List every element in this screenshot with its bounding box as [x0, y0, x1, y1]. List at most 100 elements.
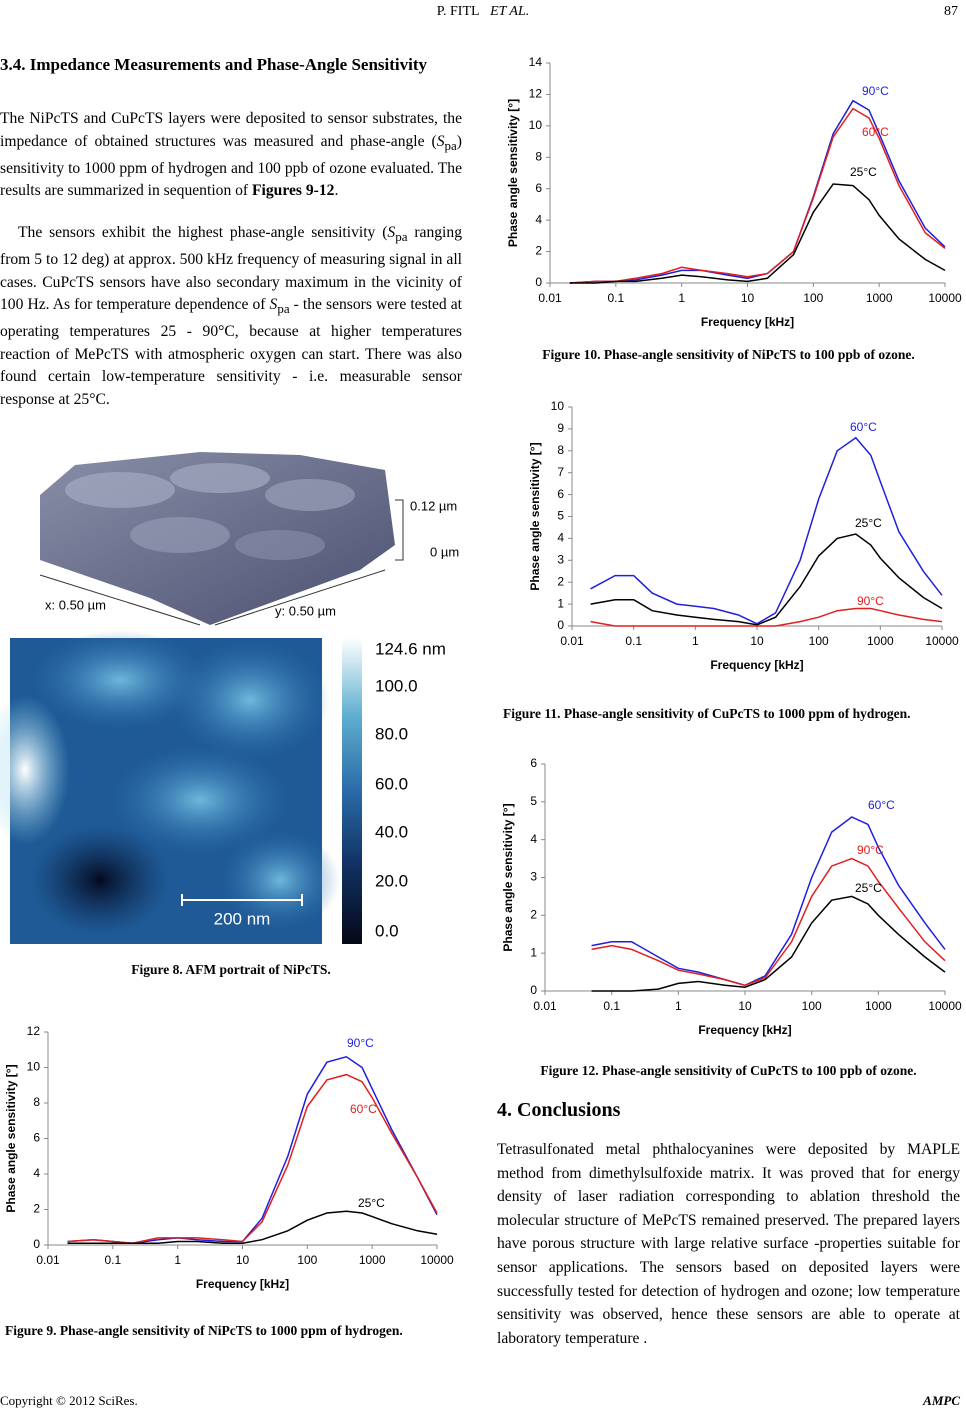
x-tick-label: 100 [809, 634, 829, 648]
text: The NiPcTS and CuPcTS layers were deposi… [0, 110, 462, 150]
x-tick-label: 0.1 [603, 999, 620, 1013]
y-tick-label: 10 [529, 118, 543, 132]
y-tick-label: 9 [557, 421, 564, 435]
y-tick-label: 6 [530, 756, 537, 770]
series-line [67, 1073, 438, 1244]
colorbar-label: 80.0 [375, 724, 408, 743]
text: . [334, 182, 339, 200]
text: ) sensitivity to 1000 ppm of hydrogen an… [0, 132, 462, 200]
journal: AMPC [923, 1393, 960, 1408]
series-label: 90°C [857, 594, 884, 608]
text: The sensors exhibit the highest phase-an… [18, 224, 388, 241]
y-tick-label: 0 [530, 983, 537, 997]
symbol: S [269, 296, 278, 314]
y-tick-label: 8 [33, 1095, 40, 1109]
y-tick-label: 3 [530, 870, 537, 884]
series-line [569, 107, 946, 284]
y-axis-title: Phase angle sensitivity [°] [4, 1064, 18, 1212]
x-tick-label: 10000 [925, 634, 959, 648]
x-axis-title: Frequency [kHz] [698, 1023, 791, 1037]
x-tick-label: 1 [174, 1253, 181, 1267]
x-tick-label: 0.01 [560, 634, 584, 648]
y-tick-label: 1 [530, 945, 537, 959]
series-label: 60°C [862, 125, 889, 139]
x-tick-label: 10 [236, 1253, 250, 1267]
colorbar-label: 20.0 [375, 871, 408, 890]
x-tick-label: 100 [802, 999, 822, 1013]
x-tick-label: 0.1 [104, 1253, 121, 1267]
figure-caption: Figure 9. Phase-angle sensitivity of NiP… [5, 1323, 403, 1338]
series-line [590, 533, 943, 626]
x-tick-label: 10 [741, 291, 755, 305]
paragraph: The sensors exhibit the highest phase-an… [0, 222, 462, 412]
y-tick-label: 8 [557, 443, 564, 457]
x-tick-label: 1 [692, 634, 699, 648]
axis-label: y: 0.50 µm [275, 603, 336, 618]
figure-caption: Figure 11. Phase-angle sensitivity of Cu… [503, 706, 911, 721]
x-axis-title: Frequency [kHz] [701, 315, 794, 329]
copyright: Copyright © 2012 SciRes. [0, 1393, 138, 1408]
symbol: S [436, 132, 445, 150]
series-line [569, 183, 946, 284]
x-tick-label: 10 [750, 634, 764, 648]
y-tick-label: 2 [33, 1202, 40, 1216]
series-label: 25°C [850, 165, 877, 179]
figure-caption: Figure 12. Phase-angle sensitivity of Cu… [540, 1063, 917, 1078]
y-tick-label: 10 [551, 399, 565, 413]
y-tick-label: 6 [33, 1131, 40, 1145]
y-tick-label: 10 [27, 1060, 41, 1074]
y-tick-label: 2 [557, 574, 564, 588]
y-tick-label: 2 [530, 908, 537, 922]
y-tick-label: 7 [557, 465, 564, 479]
y-tick-label: 0 [33, 1237, 40, 1251]
x-tick-label: 10000 [928, 291, 962, 305]
x-tick-label: 1 [678, 291, 685, 305]
subscript: pa [444, 137, 457, 153]
y-axis-title: Phase angle sensitivity [°] [501, 803, 515, 951]
series-line [67, 1210, 438, 1244]
series-label: 25°C [855, 516, 882, 530]
author: P. FITL [436, 4, 480, 19]
colorbar-label: 40.0 [375, 822, 408, 841]
x-axis-title: Frequency [kHz] [196, 1277, 289, 1291]
y-tick-label: 8 [535, 149, 542, 163]
series-line [590, 436, 943, 625]
scale-bar-label: 200 nm [214, 909, 271, 928]
x-tick-label: 100 [297, 1253, 317, 1267]
running-header: P. FITL ET AL. [0, 4, 966, 20]
x-tick-label: 10000 [928, 999, 962, 1013]
y-tick-label: 3 [557, 552, 564, 566]
x-axis-title: Frequency [kHz] [710, 658, 803, 672]
y-tick-label: 5 [557, 509, 564, 523]
y-tick-label: 5 [530, 794, 537, 808]
y-tick-label: 0 [557, 618, 564, 632]
y-tick-label: 6 [535, 181, 542, 195]
y-tick-label: 12 [27, 1024, 41, 1038]
axis-label: x: 0.50 µm [45, 597, 106, 612]
x-tick-label: 10 [738, 999, 752, 1013]
x-tick-label: 1000 [866, 291, 893, 305]
y-axis-title: Phase angle sensitivity [°] [506, 99, 520, 247]
series-line [67, 1055, 438, 1244]
figure-caption: Figure 8. AFM portrait of NiPcTS. [131, 962, 331, 977]
series-label: 60°C [868, 798, 895, 812]
afm-map [0, 630, 362, 944]
page-number: 87 [944, 4, 958, 19]
series-label: 90°C [862, 84, 889, 98]
symbol: S [387, 224, 396, 241]
y-tick-label: 4 [530, 832, 537, 846]
x-tick-label: 1000 [865, 999, 892, 1013]
axis-label: 0.12 µm [410, 498, 457, 513]
series-line [591, 895, 946, 992]
text: - the sensors were tested at operating t… [0, 296, 462, 409]
x-tick-label: 0.1 [625, 634, 642, 648]
subscript: pa [395, 229, 408, 245]
paragraph: The NiPcTS and CuPcTS layers were deposi… [0, 108, 462, 203]
series-label: 90°C [857, 843, 884, 857]
x-tick-label: 1 [675, 999, 682, 1013]
x-tick-label: 10000 [420, 1253, 454, 1267]
series-label: 90°C [347, 1036, 374, 1050]
series-line [591, 816, 946, 987]
